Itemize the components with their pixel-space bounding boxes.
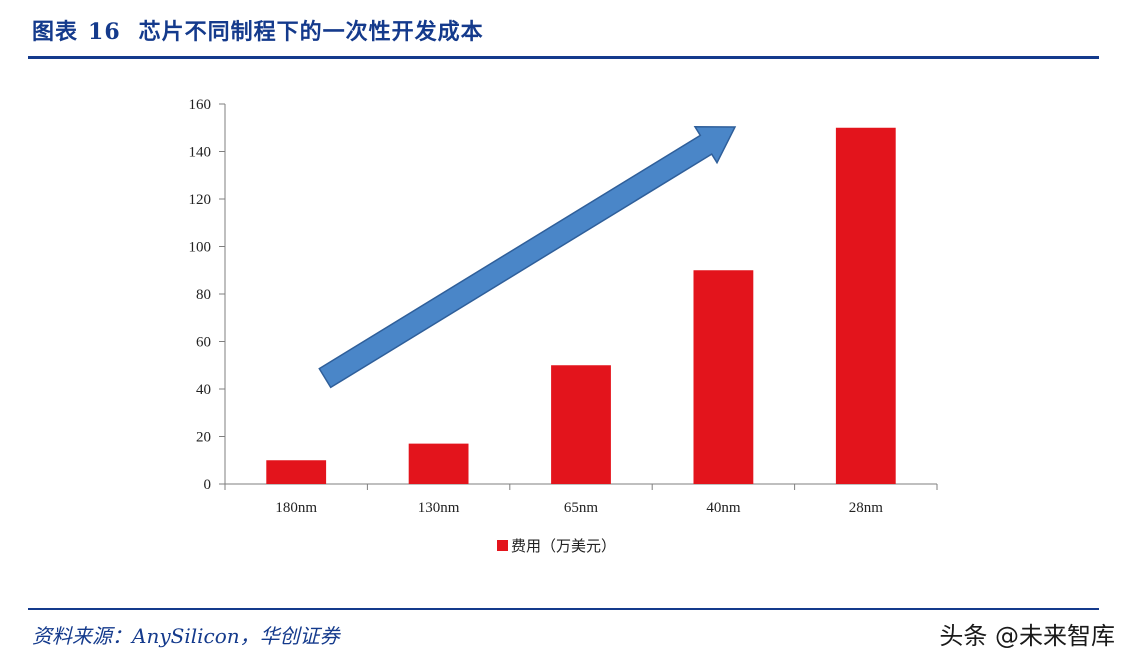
legend-swatch [497, 540, 508, 551]
bar [408, 443, 469, 484]
y-tick-label: 160 [189, 97, 212, 113]
y-tick-label: 20 [196, 430, 211, 446]
x-tick-label: 65nm [564, 500, 599, 516]
legend: 费用（万美元） [497, 537, 616, 555]
bar [835, 127, 896, 484]
source-note: 资料来源：AnySilicon，华创证券 [32, 624, 340, 648]
trend-arrow [318, 126, 737, 389]
x-tick-label: 40nm [706, 500, 741, 516]
y-tick-label: 80 [196, 287, 211, 303]
bars [266, 127, 896, 484]
header-rule [28, 56, 1099, 59]
x-tick-label: 180nm [275, 500, 317, 516]
bar [693, 270, 754, 484]
figure-number: 16 [88, 19, 121, 45]
figure-title: 芯片不同制程下的一次性开发成本 [138, 19, 484, 45]
page-title: 图表 16 芯片不同制程下的一次性开发成本 [32, 14, 484, 46]
y-tick-label: 120 [189, 192, 212, 208]
footer-rule [28, 608, 1099, 610]
y-tick-label: 0 [204, 477, 212, 493]
y-tick-label: 40 [196, 382, 211, 398]
y-tick-label: 100 [189, 240, 212, 256]
bar [551, 365, 611, 484]
y-tick-label: 60 [196, 335, 211, 351]
watermark: 头条 @未来智库 [939, 622, 1115, 650]
bar [266, 460, 327, 484]
x-tick-label: 28nm [849, 500, 884, 516]
trend-arrow-shape [318, 126, 737, 389]
legend-label: 费用（万美元） [511, 537, 616, 555]
y-tick-label: 140 [189, 145, 212, 161]
y-axis: 0 20 40 60 80 100 120 140 160 [189, 97, 226, 493]
x-axis: 180nm 130nm 65nm 40nm 28nm [224, 483, 938, 516]
x-tick-label: 130nm [418, 500, 460, 516]
figure-label: 图表 [32, 19, 79, 45]
